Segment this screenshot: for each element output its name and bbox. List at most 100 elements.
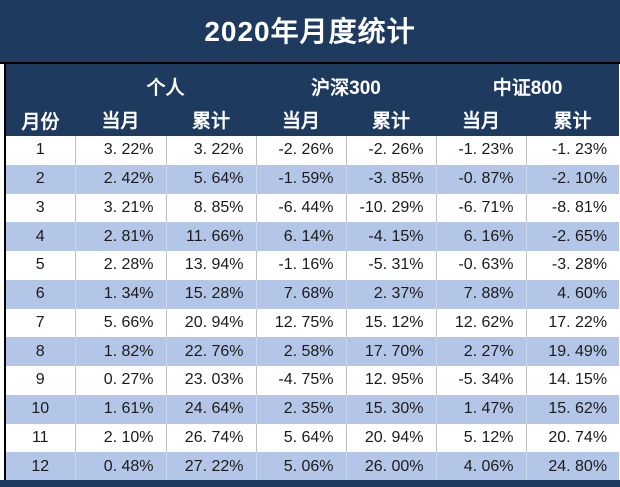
month-cell: 4: [5, 222, 76, 251]
value-cell: 2. 27%: [436, 337, 527, 366]
month-cell: 1: [5, 136, 76, 165]
value-cell: 15. 28%: [166, 279, 257, 309]
value-cell: 4. 60%: [526, 279, 620, 309]
value-cell: -0. 87%: [436, 164, 527, 194]
table-row: 7 5. 66% 20. 94% 12. 75% 15. 12% 12. 62% 17. 2…: [5, 308, 620, 338]
value-cell: -5. 34%: [436, 366, 527, 395]
month-cell: 11: [5, 423, 76, 453]
value-cell: 27. 22%: [166, 452, 257, 481]
value-cell: -1. 23%: [436, 136, 527, 165]
table-row: 11 2. 10% 26. 74% 5. 64% 20. 94% 5. 12% 20. 74…: [5, 423, 620, 453]
value-cell: 5. 64%: [256, 423, 347, 453]
value-cell: 8. 85%: [166, 193, 257, 223]
table-body: 1 3. 22% 3. 22% -2. 26% -2. 26% -1. 23% -1. 23…: [5, 136, 620, 481]
value-cell: 26. 74%: [166, 423, 257, 453]
table-row: 3 3. 21% 8. 85% -6. 44% -10. 29% -6. 71% -8. 8…: [5, 193, 620, 223]
value-cell: -5. 31%: [346, 251, 437, 280]
value-cell: 2. 42%: [75, 164, 167, 194]
subheader-csi300-monthly: 当月: [256, 102, 347, 136]
value-cell: -6. 44%: [256, 193, 347, 223]
value-cell: 12. 95%: [346, 366, 437, 395]
value-cell: -2. 26%: [346, 136, 437, 165]
value-cell: 5. 12%: [436, 423, 527, 453]
value-cell: -8. 81%: [526, 193, 620, 223]
value-cell: 12. 62%: [436, 308, 527, 338]
value-cell: -6. 71%: [436, 193, 527, 223]
value-cell: 6. 16%: [436, 222, 527, 251]
value-cell: -1. 23%: [526, 136, 620, 165]
month-cell: 7: [5, 308, 76, 338]
table-row: 9 0. 27% 23. 03% -4. 75% 12. 95% -5. 34% 14. 1…: [5, 366, 620, 395]
value-cell: 1. 82%: [75, 337, 167, 366]
value-cell: 2. 81%: [75, 222, 167, 251]
month-cell: 8: [5, 337, 76, 366]
value-cell: -1. 16%: [256, 251, 347, 280]
value-cell: 15. 12%: [346, 308, 437, 338]
page-title: 2020年月度统计: [0, 0, 620, 62]
subheader-csi800-monthly: 当月: [436, 102, 527, 136]
value-cell: 24. 80%: [526, 452, 620, 481]
value-cell: 15. 62%: [526, 394, 620, 424]
value-cell: 2. 37%: [346, 279, 437, 309]
value-cell: -4. 15%: [346, 222, 437, 251]
value-cell: 2. 28%: [75, 251, 167, 280]
subheader-csi300-cumulative: 累计: [346, 102, 437, 136]
value-cell: -0. 63%: [436, 251, 527, 280]
value-cell: 0. 48%: [75, 452, 167, 481]
value-cell: 6. 14%: [256, 222, 347, 251]
value-cell: 17. 22%: [526, 308, 620, 338]
value-cell: 12. 75%: [256, 308, 347, 338]
group-header-csi800: 中证800: [436, 64, 620, 102]
month-cell: 6: [5, 279, 76, 309]
value-cell: 2. 35%: [256, 394, 347, 424]
bottom-border-bar: [0, 480, 620, 487]
value-cell: 19. 49%: [526, 337, 620, 366]
table-row: 1 3. 22% 3. 22% -2. 26% -2. 26% -1. 23% -1. 23…: [5, 136, 620, 165]
table-row: 2 2. 42% 5. 64% -1. 59% -3. 85% -0. 87% -2. 10…: [5, 164, 620, 194]
value-cell: 14. 15%: [526, 366, 620, 395]
value-cell: 3. 22%: [166, 136, 257, 165]
table-row: 6 1. 34% 15. 28% 7. 68% 2. 37% 7. 88% 4. 60%: [5, 279, 620, 309]
value-cell: 5. 06%: [256, 452, 347, 481]
value-cell: 7. 68%: [256, 279, 347, 309]
value-cell: 1. 34%: [75, 279, 167, 309]
month-cell: 9: [5, 366, 76, 395]
value-cell: 20. 94%: [166, 308, 257, 338]
value-cell: -10. 29%: [346, 193, 437, 223]
table-row: 10 1. 61% 24. 64% 2. 35% 15. 30% 1. 47% 15. 62…: [5, 394, 620, 424]
value-cell: 1. 47%: [436, 394, 527, 424]
value-cell: -2. 65%: [526, 222, 620, 251]
table-row: 8 1. 82% 22. 76% 2. 58% 17. 70% 2. 27% 19. 49%: [5, 337, 620, 366]
table-row: 12 0. 48% 27. 22% 5. 06% 26. 00% 4. 06% 24. 80…: [5, 452, 620, 481]
value-cell: 13. 94%: [166, 251, 257, 280]
value-cell: 7. 88%: [436, 279, 527, 309]
subheader-personal-monthly: 当月: [75, 102, 166, 136]
month-cell: 10: [5, 394, 76, 424]
value-cell: -1. 59%: [256, 164, 347, 194]
month-cell: 5: [5, 251, 76, 280]
value-cell: 24. 64%: [166, 394, 257, 424]
monthly-stats-table: 月份 个人 沪深300 中证800 当月 累计 当月 累计 当月 累计 1 3. …: [4, 64, 620, 481]
column-header-month: 月份: [5, 64, 75, 136]
month-cell: 12: [5, 452, 76, 481]
subheader-csi800-cumulative: 累计: [526, 102, 620, 136]
month-cell: 2: [5, 164, 76, 194]
title-divider: [0, 62, 620, 64]
value-cell: 5. 64%: [166, 164, 257, 194]
value-cell: 2. 58%: [256, 337, 347, 366]
value-cell: 3. 22%: [75, 136, 167, 165]
table-header: 月份 个人 沪深300 中证800 当月 累计 当月 累计 当月 累计: [5, 64, 620, 136]
value-cell: 5. 66%: [75, 308, 167, 338]
value-cell: 15. 30%: [346, 394, 437, 424]
table-row: 5 2. 28% 13. 94% -1. 16% -5. 31% -0. 63% -3. 2…: [5, 251, 620, 280]
value-cell: 23. 03%: [166, 366, 257, 395]
value-cell: 26. 00%: [346, 452, 437, 481]
value-cell: 17. 70%: [346, 337, 437, 366]
subheader-personal-cumulative: 累计: [166, 102, 257, 136]
group-header-personal: 个人: [75, 64, 257, 102]
value-cell: -3. 28%: [526, 251, 620, 280]
value-cell: 22. 76%: [166, 337, 257, 366]
month-cell: 3: [5, 193, 76, 223]
value-cell: 1. 61%: [75, 394, 167, 424]
value-cell: -3. 85%: [346, 164, 437, 194]
